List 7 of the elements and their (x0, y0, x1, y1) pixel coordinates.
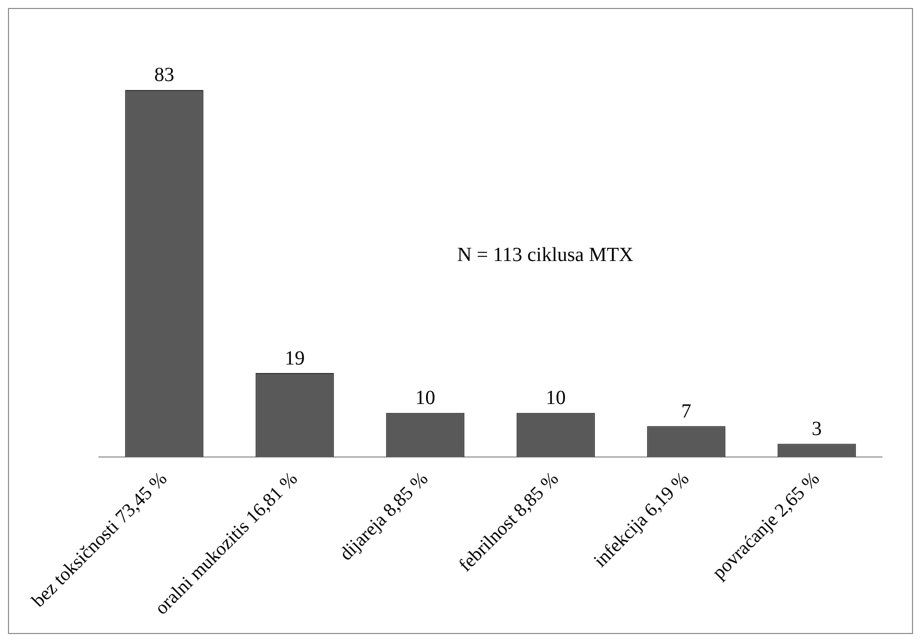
data-label: 19 (284, 347, 305, 370)
data-label: 3 (812, 418, 822, 440)
data-label: 83 (154, 64, 174, 86)
data-label: 10 (546, 387, 566, 410)
annotation: N = 113 ciklusa MTX (457, 244, 634, 266)
data-label: 7 (681, 400, 692, 422)
data-label: 10 (415, 387, 436, 410)
